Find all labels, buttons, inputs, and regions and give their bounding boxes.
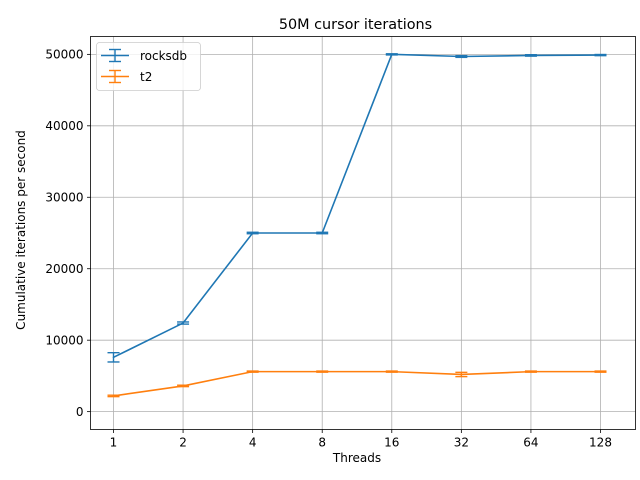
series-rocksdb [107,53,607,363]
x-axis: 1 2 4 8 16 32 64 128 [110,429,612,450]
data-point [321,370,324,373]
x-tick-label: 8 [318,436,326,450]
data-point [112,356,115,359]
series-t2 [107,370,607,398]
series-line [113,53,601,359]
legend-label: t2 [140,70,152,84]
y-axis-label: Cumulative iterations per second [14,130,28,330]
y-tick-label: 30000 [45,191,83,205]
data-point [460,373,463,376]
data-point [530,370,532,373]
data-point [182,322,184,324]
y-tick-label: 20000 [45,262,83,276]
legend: rocksdb t2 [96,42,201,91]
data-point [599,370,602,373]
data-point [599,54,602,56]
plot-area [107,53,607,398]
x-tick-label: 2 [179,436,187,450]
legend-box [96,42,201,91]
data-point [112,395,115,397]
data-point [321,232,324,234]
data-point [251,370,254,373]
y-tick-label: 0 [76,405,84,419]
legend-entry: rocksdb [101,48,187,63]
y-tick-label: 50000 [45,48,83,62]
x-tick-label: 4 [249,436,257,450]
plot-frame [90,36,636,430]
grid [90,36,636,430]
chart-title: 50M cursor iterations [279,17,432,33]
y-tick-label: 40000 [45,119,83,133]
data-point [390,370,393,373]
data-point [251,232,254,234]
data-point [530,54,532,57]
y-axis: 0 10000 20000 30000 40000 50000 [45,48,91,419]
legend-label: rocksdb [140,49,187,63]
x-tick-label: 16 [384,436,399,450]
data-point [390,53,393,56]
x-tick-label: 32 [454,436,469,450]
data-point [460,55,463,58]
x-axis-label: Threads [332,451,381,465]
legend-entry: t2 [101,69,152,84]
data-point [182,385,184,387]
x-tick-label: 64 [523,436,538,450]
y-tick-label: 10000 [45,333,83,347]
series-line [113,370,601,397]
x-tick-label: 128 [589,436,612,450]
x-tick-label: 1 [110,436,118,450]
